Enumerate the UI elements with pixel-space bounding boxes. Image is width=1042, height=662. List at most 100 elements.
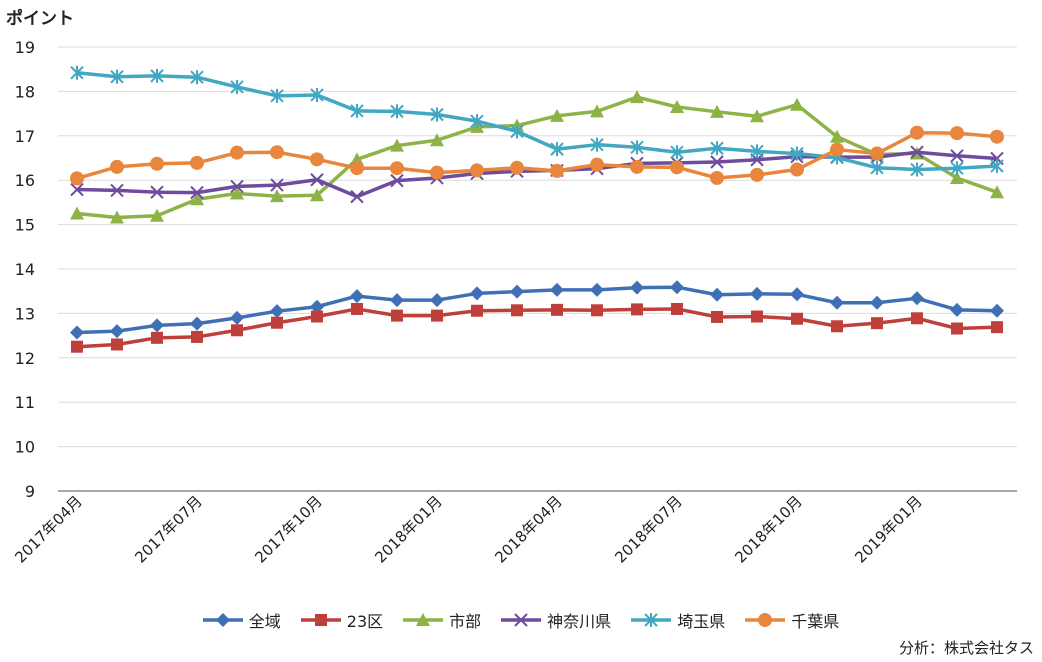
legend-label: 市部 <box>449 612 482 631</box>
x-tick-label: 2018年07月 <box>611 492 685 566</box>
data-point <box>950 126 964 141</box>
data-point <box>111 338 123 351</box>
data-point <box>630 280 644 295</box>
data-point <box>71 340 83 353</box>
data-point <box>311 310 323 323</box>
legend-swatch <box>300 614 341 626</box>
data-point <box>150 208 164 222</box>
data-point <box>70 65 84 80</box>
series-3 <box>70 90 1004 224</box>
y-axis-ticks: 9 10 11 12 13 14 15 16 17 18 19 <box>15 38 35 501</box>
data-point <box>911 312 923 325</box>
data-point <box>510 124 524 139</box>
legend-item: 市部 <box>403 608 481 632</box>
data-point <box>230 145 244 160</box>
data-point <box>270 145 284 160</box>
data-point <box>310 173 324 187</box>
data-point <box>190 185 204 200</box>
data-point <box>350 189 364 204</box>
legend-item: 千葉県 <box>745 608 839 632</box>
data-point <box>590 157 604 172</box>
legend-marker <box>314 614 327 626</box>
x-tick-label: 2019年01月 <box>851 492 925 566</box>
data-point <box>951 322 963 335</box>
data-point <box>110 210 124 224</box>
data-point <box>670 99 684 113</box>
data-point <box>150 185 164 199</box>
data-point <box>631 303 643 316</box>
data-point <box>110 183 124 198</box>
data-point <box>710 104 724 118</box>
data-point <box>790 97 804 111</box>
data-point <box>910 162 924 177</box>
data-point <box>551 303 563 316</box>
series-2 <box>71 302 1003 353</box>
y-tick-label: 19 <box>15 38 35 57</box>
legend-label: 23区 <box>346 612 384 631</box>
data-point <box>830 142 844 157</box>
data-point <box>591 304 603 317</box>
series-1 <box>70 280 1004 340</box>
data-point <box>790 162 804 177</box>
data-point <box>310 87 324 102</box>
y-tick-label: 14 <box>15 260 35 279</box>
data-point <box>550 108 564 122</box>
legend-swatch <box>501 613 542 627</box>
data-point <box>271 316 283 329</box>
data-point <box>670 160 684 175</box>
data-point <box>230 310 244 325</box>
data-point <box>630 90 644 104</box>
data-point <box>791 312 803 325</box>
data-point <box>431 309 443 322</box>
data-point <box>230 186 244 200</box>
legend-label: 全域 <box>248 612 281 631</box>
data-point <box>630 159 644 174</box>
data-point <box>710 287 724 302</box>
data-point <box>870 160 884 175</box>
data-point <box>471 304 483 317</box>
series-4 <box>70 145 1004 204</box>
data-point <box>910 291 924 306</box>
data-point <box>950 161 964 176</box>
series-lines <box>70 65 1004 353</box>
legend-item: 埼玉県 <box>631 608 725 632</box>
legend-label: 千葉県 <box>791 612 840 631</box>
data-point <box>230 179 244 194</box>
data-point <box>390 173 404 188</box>
data-point <box>430 107 444 122</box>
data-point <box>470 114 484 129</box>
data-point <box>511 304 523 317</box>
data-point <box>750 167 764 182</box>
data-point <box>630 140 644 155</box>
legend-swatch <box>631 613 672 627</box>
data-point <box>990 158 1004 173</box>
data-point <box>190 316 204 331</box>
source-credit: 分析：株式会社タス <box>898 639 1034 657</box>
data-point <box>590 104 604 118</box>
data-point <box>391 309 403 322</box>
data-point <box>190 70 204 85</box>
y-axis-unit-label: ポイント <box>6 9 74 29</box>
data-point <box>790 146 804 161</box>
data-point <box>830 129 844 143</box>
data-point <box>110 324 124 339</box>
data-point <box>710 141 724 156</box>
data-point <box>550 282 564 297</box>
data-point <box>350 103 364 118</box>
data-point <box>70 325 84 340</box>
data-point <box>390 293 404 308</box>
data-point <box>750 286 764 301</box>
data-point <box>430 165 444 180</box>
legend-label: 神奈川県 <box>547 612 612 631</box>
x-tick-label: 2017年07月 <box>131 492 205 566</box>
data-point <box>470 163 484 178</box>
data-point <box>190 155 204 170</box>
data-point <box>150 156 164 171</box>
y-tick-label: 12 <box>15 349 35 368</box>
data-point <box>990 185 1004 199</box>
data-point <box>990 129 1004 144</box>
legend-marker <box>644 613 658 627</box>
data-point <box>270 189 284 203</box>
legend-swatch <box>403 613 444 626</box>
data-point <box>710 155 724 169</box>
